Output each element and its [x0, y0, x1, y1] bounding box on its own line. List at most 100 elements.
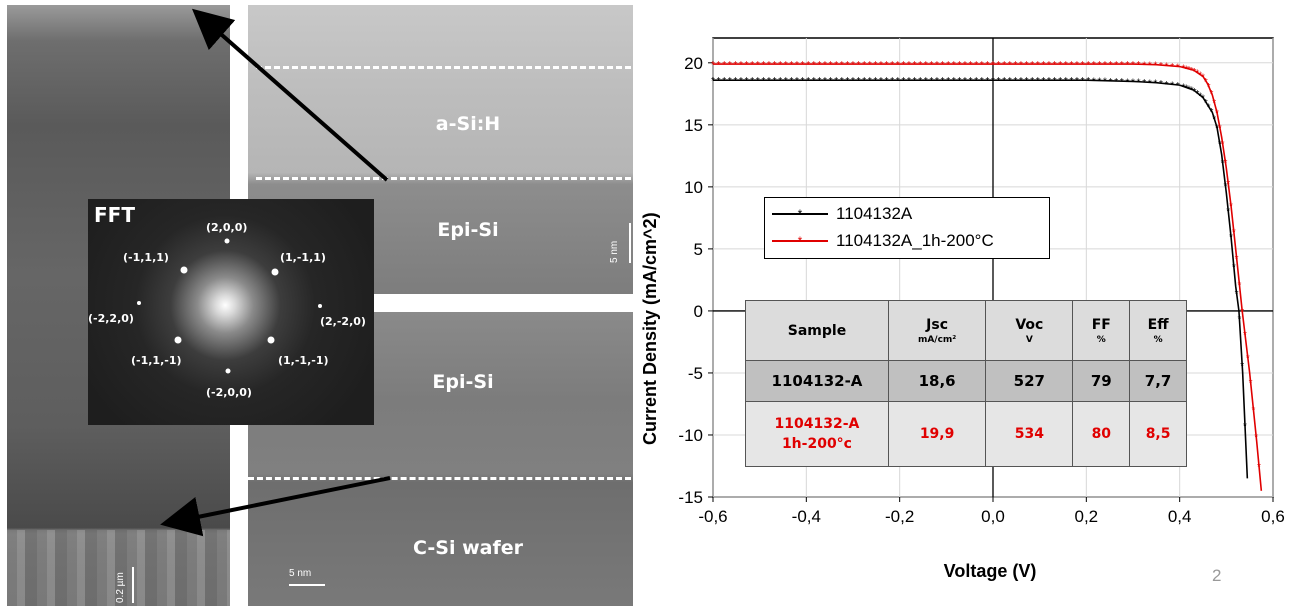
- series-marker-1: *: [1041, 60, 1045, 71]
- series-marker-0: *: [1195, 89, 1199, 100]
- annotation-arrows: [160, 8, 391, 537]
- series-marker-0: *: [1025, 76, 1029, 87]
- series-marker-0: *: [1243, 422, 1247, 433]
- y-tick-label: 5: [694, 240, 703, 259]
- series-marker-1: *: [829, 60, 833, 71]
- series-marker-0: *: [756, 76, 760, 87]
- series-marker-0: *: [980, 76, 984, 87]
- series-marker-1: *: [1002, 60, 1006, 71]
- series-marker-0: *: [1125, 77, 1129, 88]
- series-marker-1: *: [1142, 60, 1146, 71]
- series-marker-0: *: [1176, 81, 1180, 92]
- series-marker-1: *: [817, 60, 821, 71]
- series-marker-0: *: [1204, 98, 1208, 109]
- series-marker-0: *: [918, 76, 922, 87]
- series-marker-0: *: [885, 76, 889, 87]
- series-line-1: [713, 63, 1263, 491]
- series-marker-1: *: [941, 60, 945, 71]
- series-marker-1: *: [1195, 69, 1199, 80]
- series-marker-0: *: [711, 76, 715, 87]
- series-marker-1: *: [756, 60, 760, 71]
- series-marker-1: *: [924, 60, 928, 71]
- series-marker-1: *: [862, 60, 866, 71]
- series-marker-0: *: [1201, 94, 1205, 105]
- series-marker-1: *: [913, 60, 917, 71]
- series-marker-1: *: [1243, 330, 1247, 341]
- y-tick-label: -10: [678, 426, 703, 445]
- series-marker-0: *: [1137, 78, 1141, 89]
- series-marker-1: *: [1221, 139, 1225, 150]
- cell-jsc: 18,6: [887, 360, 987, 402]
- series-marker-1: *: [1232, 228, 1236, 239]
- series-marker-1: *: [1184, 64, 1188, 75]
- series-marker-0: *: [1148, 78, 1152, 89]
- layer-label-a-si-h: a-Si:H: [435, 113, 501, 135]
- cell-eff: 7,7: [1129, 360, 1187, 402]
- y-axis-label: Current Density (mA/cm^2): [640, 212, 660, 445]
- series-marker-1: *: [885, 60, 889, 71]
- x-tick-label: -0,2: [885, 507, 914, 526]
- series-marker-1: *: [1215, 108, 1219, 119]
- series-marker-0: *: [985, 76, 989, 87]
- header-sample: Sample: [745, 300, 889, 361]
- cell-eff: 8,5: [1129, 401, 1187, 467]
- series-marker-0: *: [1041, 76, 1045, 87]
- series-marker-0: *: [1240, 361, 1244, 372]
- series-marker-0: *: [1212, 114, 1216, 125]
- series-marker-1: *: [1137, 60, 1141, 71]
- series-marker-0: *: [1184, 83, 1188, 94]
- series-marker-1: *: [857, 60, 861, 71]
- series-marker-1: *: [1237, 280, 1241, 291]
- series-marker-0: *: [873, 76, 877, 87]
- series-marker-0: *: [1081, 76, 1085, 87]
- series-marker-1: *: [952, 60, 956, 71]
- series-marker-0: *: [1170, 80, 1174, 91]
- table-header-row: Sample Jsc mA/cm² Voc V FF% Eff%: [745, 300, 1187, 361]
- series-marker-1: *: [1053, 60, 1057, 71]
- series-marker-1: *: [1223, 158, 1227, 169]
- series-marker-1: *: [1036, 60, 1040, 71]
- series-marker-1: *: [761, 60, 765, 71]
- series-marker-1: *: [1212, 98, 1216, 109]
- fft-spot-label: (1,-1,1): [280, 251, 326, 264]
- series-marker-1: *: [1092, 60, 1096, 71]
- series-marker-1: *: [929, 60, 933, 71]
- series-marker-1: *: [1081, 60, 1085, 71]
- series-marker-1: *: [1159, 61, 1163, 72]
- series-marker-0: *: [1198, 91, 1202, 102]
- series-marker-0: *: [1193, 87, 1197, 98]
- y-tick-label: 20: [684, 54, 703, 73]
- header-ff: FF%: [1072, 300, 1131, 361]
- series-marker-1: *: [851, 60, 855, 71]
- series-marker-0: *: [767, 76, 771, 87]
- series-marker-1: *: [1226, 179, 1230, 190]
- series-marker-1: *: [1103, 60, 1107, 71]
- series-marker-1: *: [873, 60, 877, 71]
- fft-inset: FFT (2,0,0) (-1,1,1) (1,-1,1) (-2,2,0) (…: [88, 199, 374, 425]
- series-marker-0: *: [1237, 315, 1241, 326]
- scale-bar-top: [629, 223, 631, 263]
- series-marker-0: *: [868, 76, 872, 87]
- series-marker-0: *: [1142, 78, 1146, 89]
- series-marker-0: *: [1181, 82, 1185, 93]
- series-marker-1: *: [969, 60, 973, 71]
- layer-label-epi-si-bottom: Epi-Si: [432, 371, 494, 393]
- series-marker-1: *: [845, 60, 849, 71]
- series-marker-0: *: [957, 76, 961, 87]
- series-marker-1: *: [1209, 89, 1213, 100]
- fft-spot-label: (-2,2,0): [88, 312, 134, 325]
- series-marker-0: *: [1215, 123, 1219, 134]
- header-voc: Voc V: [985, 300, 1074, 361]
- series-marker-0: *: [1030, 76, 1034, 87]
- series-marker-1: *: [1254, 433, 1258, 444]
- series-marker-1: *: [801, 60, 805, 71]
- fft-spot-label: (1,-1,-1): [278, 354, 329, 367]
- series-marker-1: *: [868, 60, 872, 71]
- series-marker-1: *: [1176, 62, 1180, 73]
- series-marker-1: *: [918, 60, 922, 71]
- series-marker-1: *: [963, 60, 967, 71]
- header-jsc: Jsc mA/cm²: [887, 300, 987, 361]
- series-marker-1: *: [1013, 60, 1017, 71]
- series-marker-0: *: [1153, 79, 1157, 90]
- x-tick-label: 0,4: [1168, 507, 1192, 526]
